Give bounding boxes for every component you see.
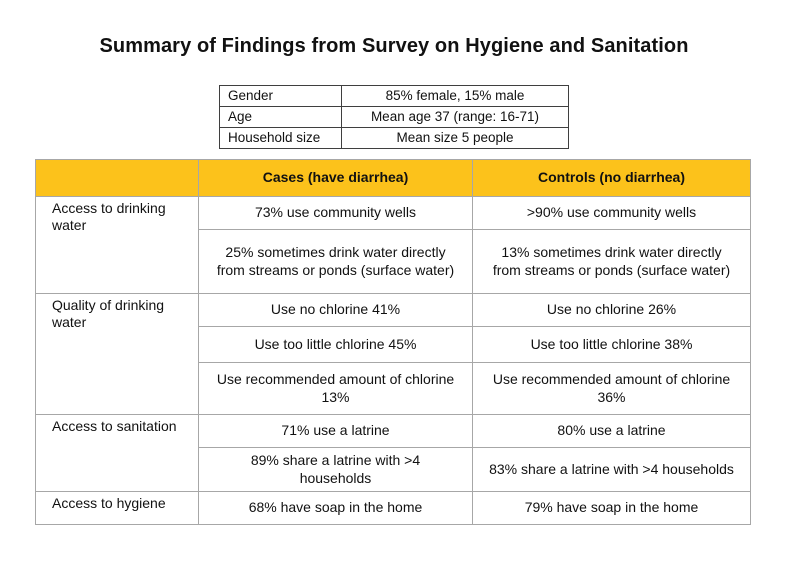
cell-cases-share-latrine: 89% share a latrine with >4 households	[198, 447, 473, 492]
header-cell-cases: Cases (have diarrhea)	[198, 159, 473, 197]
demographics-value-gender: 85% female, 15% male	[341, 85, 569, 107]
demographics-value-age: Mean age 37 (range: 16-71)	[341, 106, 569, 128]
table-row: Access to drinking water 73% use communi…	[35, 196, 751, 294]
table-row: 25% sometimes drink water directly from …	[36, 229, 751, 294]
table-row: 89% share a latrine with >4 households 8…	[36, 447, 751, 492]
row-header-quality-drinking-water: Quality of drinking water	[35, 293, 199, 415]
row-header-access-drinking-water: Access to drinking water	[35, 196, 199, 294]
demographics-value-household-size: Mean size 5 people	[341, 127, 569, 149]
cell-cases-soap: 68% have soap in the home	[198, 491, 473, 525]
cell-cases-too-little-chlorine: Use too little chlorine 45%	[198, 326, 473, 363]
demographics-label-gender: Gender	[219, 85, 342, 107]
demographics-row-gender: Gender 85% female, 15% male	[219, 85, 569, 107]
demographics-row-household-size: Household size Mean size 5 people	[219, 127, 569, 149]
cell-cases-recommended-chlorine: Use recommended amount of chlorine 13%	[198, 362, 473, 415]
cell-controls-community-wells: >90% use community wells	[472, 196, 751, 230]
findings-header-row: Cases (have diarrhea) Controls (no diarr…	[35, 159, 751, 197]
cell-controls-soap: 79% have soap in the home	[472, 491, 751, 525]
row-header-access-sanitation: Access to sanitation	[35, 414, 199, 492]
cell-controls-use-latrine: 80% use a latrine	[472, 414, 751, 448]
demographics-table: Gender 85% female, 15% male Age Mean age…	[219, 85, 569, 149]
cell-cases-surface-water: 25% sometimes drink water directly from …	[198, 229, 473, 294]
demographics-row-age: Age Mean age 37 (range: 16-71)	[219, 106, 569, 128]
table-row: Quality of drinking water Use no chlorin…	[35, 293, 751, 415]
cell-cases-community-wells: 73% use community wells	[198, 196, 473, 230]
table-row: Use recommended amount of chlorine 13% U…	[36, 362, 751, 415]
table-row: Access to hygiene 68% have soap in the h…	[35, 491, 751, 525]
table-row: Use too little chlorine 45% Use too litt…	[36, 326, 751, 363]
header-cell-empty	[35, 159, 199, 197]
header-cell-controls: Controls (no diarrhea)	[472, 159, 751, 197]
findings-table: Cases (have diarrhea) Controls (no diarr…	[35, 159, 751, 525]
cell-cases-use-latrine: 71% use a latrine	[198, 414, 473, 448]
page-title: Summary of Findings from Survey on Hygie…	[99, 35, 689, 57]
cell-controls-share-latrine: 83% share a latrine with >4 households	[472, 447, 751, 492]
cell-controls-recommended-chlorine: Use recommended amount of chlorine 36%	[472, 362, 751, 415]
cell-controls-too-little-chlorine: Use too little chlorine 38%	[472, 326, 751, 363]
row-header-access-hygiene: Access to hygiene	[35, 491, 199, 525]
demographics-label-household-size: Household size	[219, 127, 342, 149]
cell-controls-no-chlorine: Use no chlorine 26%	[472, 293, 751, 327]
demographics-label-age: Age	[219, 106, 342, 128]
cell-controls-surface-water: 13% sometimes drink water directly from …	[472, 229, 751, 294]
cell-cases-no-chlorine: Use no chlorine 41%	[198, 293, 473, 327]
table-row: Access to sanitation 71% use a latrine 8…	[35, 414, 751, 492]
